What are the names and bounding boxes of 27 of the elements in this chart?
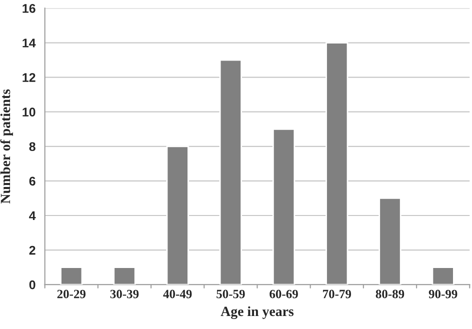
- y-tick-label: 0: [29, 280, 36, 290]
- bar: [432, 266, 454, 285]
- x-tick-label: 80-89: [376, 290, 404, 298]
- y-tick-label: 10: [22, 108, 36, 117]
- y-tick-label: 14: [22, 38, 36, 48]
- bar: [326, 42, 348, 285]
- y-tick-label: 6: [29, 176, 36, 186]
- x-tick-label: 20-29: [57, 290, 86, 298]
- y-tick-label: 16: [22, 4, 36, 13]
- x-tick-label: 60-69: [270, 290, 298, 298]
- y-tick-label: 2: [29, 246, 36, 255]
- x-tick-label: 90-99: [428, 290, 458, 298]
- bar: [272, 128, 296, 285]
- bar: [166, 146, 189, 285]
- bar: [60, 266, 83, 285]
- x-axis-title: Age in years: [220, 306, 294, 320]
- bar: [113, 266, 136, 285]
- bar: [378, 198, 402, 285]
- y-tick-label: 12: [22, 73, 36, 82]
- y-tick-label: 8: [29, 142, 36, 152]
- x-tick-label: 30-39: [110, 290, 139, 298]
- x-tick-label: 70-79: [323, 290, 352, 298]
- bar: [219, 59, 242, 285]
- y-tick-label: 4: [29, 211, 36, 220]
- y-axis-title: Number of patients: [0, 89, 13, 204]
- x-tick-label: 50-59: [216, 290, 245, 298]
- x-tick-label: 40-49: [163, 290, 192, 298]
